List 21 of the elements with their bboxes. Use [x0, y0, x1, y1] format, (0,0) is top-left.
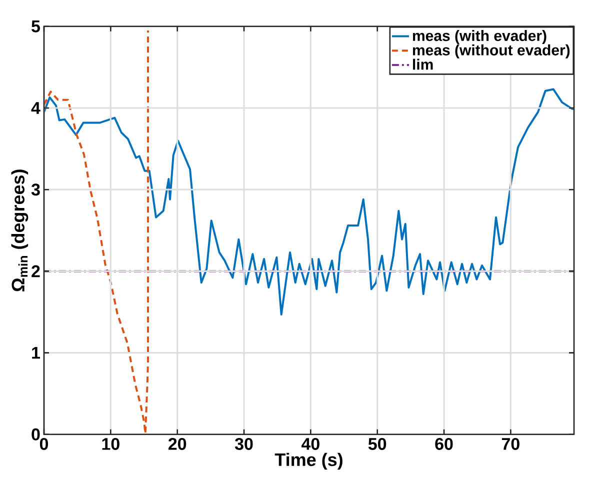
x-tick-label: 70 — [502, 438, 520, 450]
y-tick-label: 2 — [32, 265, 40, 278]
y-axis-title: Ω$_{min}$ (degrees) — [11, 170, 28, 292]
y-tick-label: 3 — [31, 184, 40, 196]
x-tick-label: 0 — [40, 438, 48, 450]
legend-label: meas (without evader) — [412, 44, 570, 58]
line-series — [44, 88, 574, 316]
x-tick-label: 40 — [301, 438, 320, 450]
x-axis-title: Time (s) — [274, 452, 342, 470]
x-tick-label: 30 — [234, 438, 253, 450]
legend-label: lim — [413, 58, 433, 70]
x-tick-label: 20 — [168, 438, 186, 450]
x-tick-label: 50 — [368, 438, 386, 450]
y-tick-label: 1 — [32, 346, 40, 359]
x-tick-label: 10 — [102, 438, 120, 450]
line-series — [44, 29, 150, 434]
legend-label: meas (with evader) — [412, 30, 546, 44]
y-tick-label: 0 — [32, 428, 40, 440]
y-tick-label: 4 — [31, 102, 40, 114]
x-tick-label: 60 — [435, 438, 453, 450]
y-tick-label: 5 — [32, 20, 40, 32]
